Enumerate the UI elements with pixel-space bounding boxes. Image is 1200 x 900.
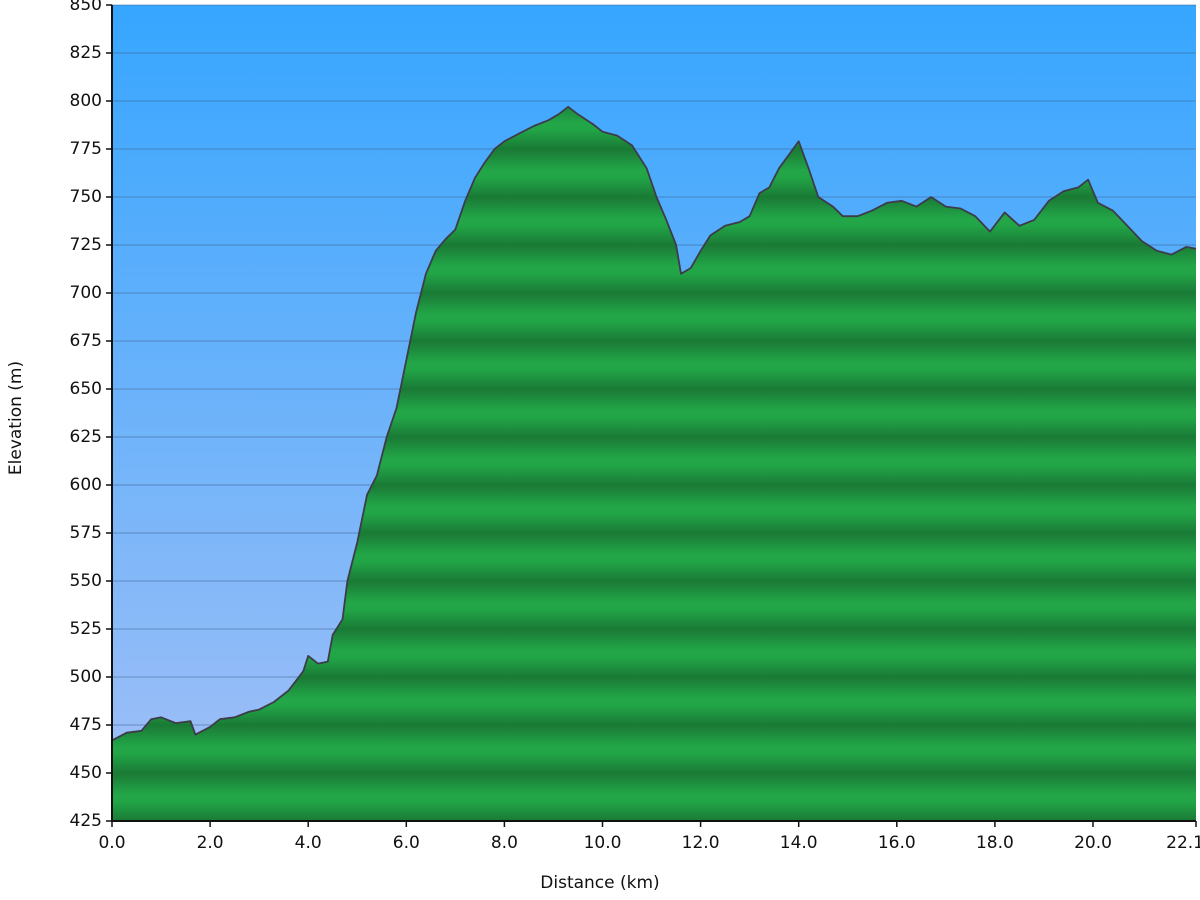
x-tick-label: 4.0: [295, 833, 322, 853]
x-tick-label: 0.0: [98, 833, 125, 853]
y-tick-label: 800: [70, 91, 102, 111]
y-tick-label: 425: [70, 811, 102, 831]
elevation-line: [111, 105, 1197, 742]
y-tick-label: 675: [70, 331, 102, 351]
x-tick-label: 16.0: [878, 833, 916, 853]
y-tick-label: 850: [70, 0, 102, 15]
y-tick-label: 550: [70, 571, 102, 591]
y-tick-label: 825: [70, 43, 102, 63]
x-tick-label: 2.0: [197, 833, 224, 853]
y-axis-label: Elevation (m): [6, 361, 26, 475]
x-tick-label: 8.0: [491, 833, 518, 853]
y-tick-label: 700: [70, 283, 102, 303]
y-tick-label: 500: [70, 667, 102, 687]
x-tick-label: 18.0: [976, 833, 1014, 853]
y-tick-label: 650: [70, 379, 102, 399]
x-tick-label: 20.0: [1074, 833, 1112, 853]
x-tick-label: 10.0: [584, 833, 622, 853]
y-tick-label: 725: [70, 235, 102, 255]
x-tick-label: 14.0: [780, 833, 818, 853]
x-tick-label: 22.1: [1166, 833, 1200, 853]
x-tick-label: 12.0: [682, 833, 720, 853]
y-tick-label: 625: [70, 427, 102, 447]
y-tick-label: 450: [70, 763, 102, 783]
x-axis-label: Distance (km): [540, 873, 659, 893]
elevation-area: [112, 106, 1196, 822]
area-layer: [111, 105, 1197, 822]
y-tick-label: 600: [70, 475, 102, 495]
y-tick-label: 475: [70, 715, 102, 735]
y-tick-label: 575: [70, 523, 102, 543]
y-tick-label: 775: [70, 139, 102, 159]
y-tick-label: 525: [70, 619, 102, 639]
x-tick-label: 6.0: [393, 833, 420, 853]
ticks: 425 450 475 500 525 550 575 600 625 650 675 700 725 7…: [70, 0, 1200, 853]
y-tick-label: 750: [70, 187, 102, 207]
